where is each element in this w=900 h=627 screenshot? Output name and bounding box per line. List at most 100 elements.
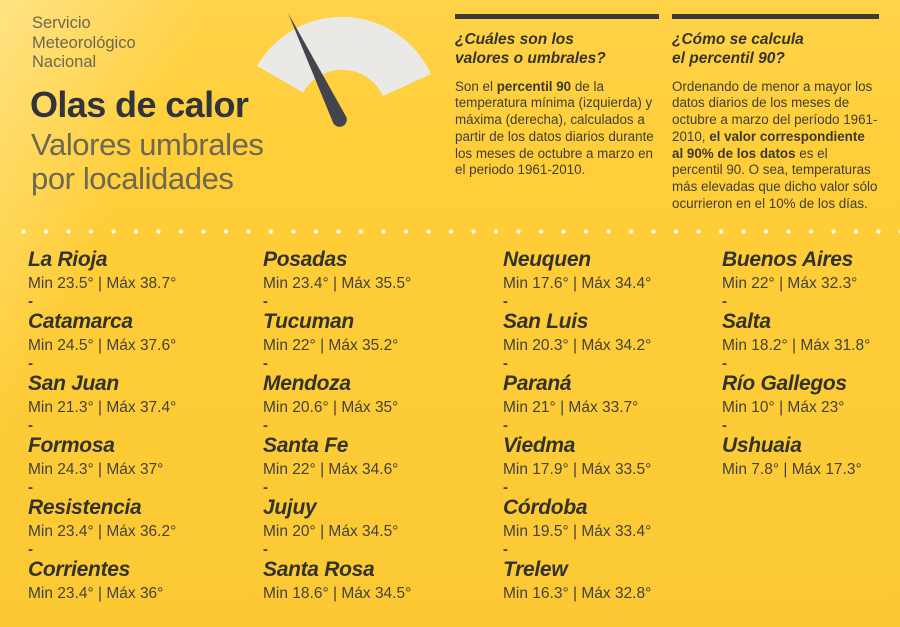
- pipe-separator: |: [779, 399, 784, 416]
- locality-name: San Juan: [28, 372, 119, 395]
- qa-answer-post: de la temperatura mínima (izquierda) y m…: [455, 78, 654, 178]
- entry-separator-dash: -: [28, 417, 33, 434]
- max-value: 31.8°: [833, 337, 871, 354]
- dotted-divider: [21, 229, 900, 234]
- entry-separator-dash: -: [263, 355, 268, 372]
- min-value: 20°: [292, 523, 316, 540]
- min-label: Min: [263, 275, 288, 292]
- locality-name: Buenos Aires: [722, 248, 853, 271]
- locality-name: Río Gallegos: [722, 372, 847, 395]
- min-value: 18.2°: [751, 337, 788, 354]
- locality-name: Salta: [722, 310, 771, 333]
- min-value: 23.4°: [57, 585, 94, 602]
- max-label: Máx: [581, 523, 611, 540]
- qa-question-line: ¿Cuáles son los: [455, 30, 574, 48]
- min-value: 21.3°: [57, 399, 94, 416]
- qa-answer-pre: Ordenando de menor a mayor los datos dia…: [672, 78, 878, 144]
- entry-separator-dash: -: [722, 293, 727, 310]
- min-label: Min: [503, 275, 528, 292]
- max-value: 33.5°: [614, 461, 652, 478]
- locality-values: Min 20.3° | Máx 34.2°: [503, 336, 722, 356]
- locality-values: Min 17.9° | Máx 33.5°: [503, 460, 722, 480]
- locality-name: Corrientes: [28, 558, 131, 581]
- locality-values: Min 22° | Máx 34.6°: [263, 460, 503, 480]
- locality-values: Min 23.4° | Máx 36°: [28, 584, 263, 604]
- max-value: 32.8°: [614, 585, 652, 602]
- brand-line: Meteorológico: [32, 33, 136, 52]
- locality-entry: Tucuman Min 22° | Máx 35.2° -: [263, 309, 503, 372]
- locality-entry: Río Gallegos Min 10° | Máx 23° -: [722, 371, 900, 433]
- locality-entry: Neuquen Min 17.6° | Máx 34.4° -: [503, 247, 722, 309]
- entry-separator-dash: -: [263, 417, 268, 434]
- max-label: Máx: [328, 523, 358, 540]
- min-label: Min: [28, 523, 53, 540]
- min-value: 24.3°: [57, 461, 94, 478]
- min-label: Min: [263, 461, 288, 478]
- max-value: 35.2°: [362, 337, 399, 354]
- min-value: 16.3°: [532, 585, 569, 602]
- min-value: 23.4°: [292, 275, 329, 292]
- min-label: Min: [263, 523, 288, 540]
- localities-column-2: Posadas Min 23.4° | Máx 35.5° - Tucuman …: [263, 247, 503, 605]
- max-label: Máx: [328, 461, 358, 478]
- pipe-separator: |: [97, 523, 103, 540]
- locality-entry: Corrientes Min 23.4° | Máx 36°: [28, 557, 263, 604]
- divider-bar: [672, 14, 879, 19]
- max-value: 34.5°: [362, 523, 399, 540]
- entry-separator-dash: -: [28, 479, 33, 496]
- locality-values: Min 22° | Máx 32.3°: [722, 274, 900, 294]
- locality-entry: Resistencia Min 23.4° | Máx 36.2° -: [28, 495, 263, 557]
- pipe-separator: |: [572, 461, 578, 478]
- locality-entry: Buenos Aires Min 22° | Máx 32.3° -: [722, 247, 900, 310]
- pipe-separator: |: [97, 337, 103, 354]
- qa-question: ¿Cómo se calcula el percentil 90?: [672, 30, 879, 68]
- qa-question: ¿Cuáles son los valores o umbrales?: [455, 30, 659, 68]
- locality-entry: Catamarca Min 24.5° | Máx 37.6° -: [28, 309, 263, 371]
- divider-bar: [455, 14, 659, 19]
- locality-values: Min 18.2° | Máx 31.8°: [722, 336, 900, 356]
- locality-name: La Rioja: [28, 248, 108, 271]
- min-label: Min: [503, 337, 528, 354]
- pipe-separator: |: [320, 461, 325, 478]
- subtitle-line: Valores umbrales: [31, 127, 264, 162]
- pipe-separator: |: [97, 461, 103, 478]
- locality-values: Min 19.5° | Máx 33.4°: [503, 522, 722, 542]
- min-value: 17.6°: [532, 275, 569, 292]
- brand-line: Nacional: [32, 53, 97, 71]
- max-value: 38.7°: [139, 275, 177, 292]
- pipe-separator: |: [572, 337, 578, 354]
- max-value: 37°: [139, 461, 164, 478]
- locality-name: Viedma: [503, 434, 576, 457]
- max-label: Máx: [328, 337, 358, 354]
- qa-answer-pre: Son el: [455, 78, 497, 94]
- min-value: 17.9°: [532, 461, 569, 478]
- locality-entry: La Rioja Min 23.5° | Máx 38.7° -: [28, 247, 263, 309]
- locality-name: Jujuy: [263, 496, 317, 519]
- localities-grid: La Rioja Min 23.5° | Máx 38.7° - Catamar…: [28, 247, 900, 605]
- min-label: Min: [503, 523, 528, 540]
- pipe-separator: |: [332, 585, 338, 602]
- subtitle-line: por localidades: [31, 161, 234, 196]
- locality-name: Mendoza: [263, 372, 351, 395]
- gauge-icon: [257, 13, 431, 127]
- max-label: Máx: [787, 399, 817, 416]
- locality-values: Min 20.6° | Máx 35°: [263, 398, 503, 418]
- entry-separator-dash: -: [263, 541, 268, 558]
- localities-column-4: Buenos Aires Min 22° | Máx 32.3° - Salta…: [722, 247, 900, 481]
- locality-entry: Santa Fe Min 22° | Máx 34.6° -: [263, 433, 503, 495]
- locality-entry: San Luis Min 20.3° | Máx 34.2° -: [503, 309, 722, 371]
- locality-name: Ushuaia: [722, 434, 802, 457]
- locality-values: Min 17.6° | Máx 34.4°: [503, 274, 722, 294]
- locality-entry: Salta Min 18.2° | Máx 31.8° -: [722, 309, 900, 371]
- pipe-separator: |: [572, 523, 578, 540]
- max-label: Máx: [106, 399, 136, 416]
- qa-how-percentile-calculated: ¿Cómo se calcula el percentil 90? Ordena…: [672, 14, 879, 213]
- max-label: Máx: [791, 461, 821, 478]
- locality-name: Tucuman: [263, 310, 354, 333]
- min-value: 10°: [751, 399, 775, 416]
- locality-values: Min 18.6° | Máx 34.5°: [263, 584, 503, 604]
- entry-separator-dash: -: [503, 479, 508, 496]
- locality-entry: Mendoza Min 20.6° | Máx 35° -: [263, 371, 503, 434]
- max-value: 36.2°: [139, 523, 177, 540]
- min-label: Min: [28, 337, 53, 354]
